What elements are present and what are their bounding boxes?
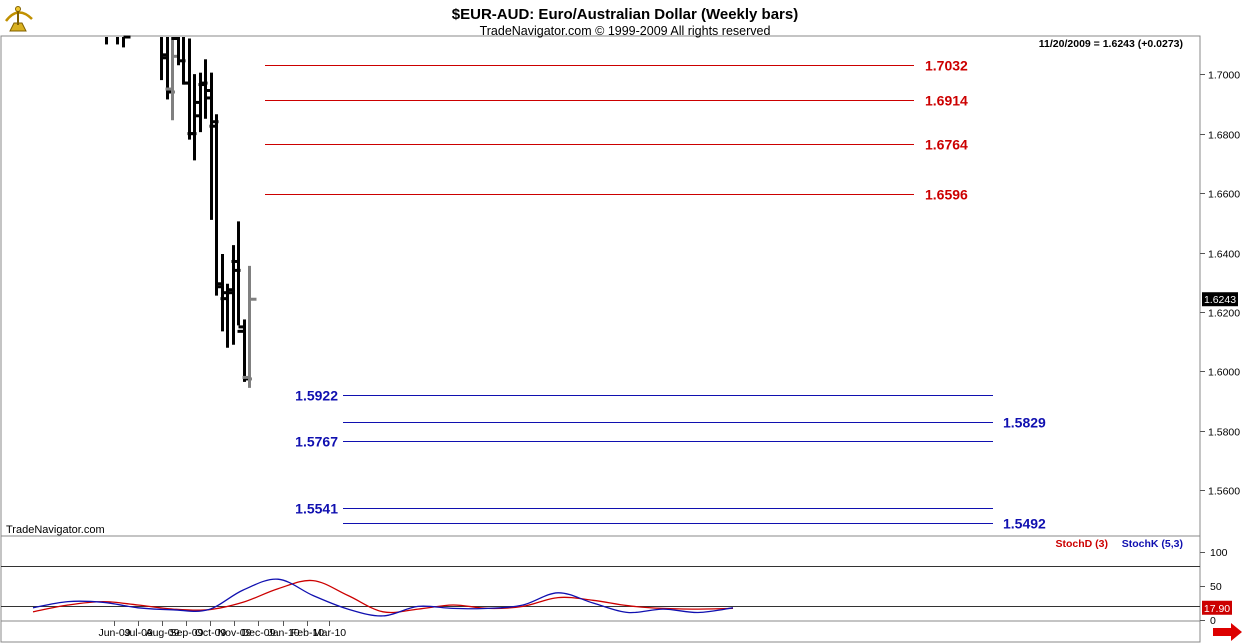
stoch-tick-label: 100 [1210,547,1228,559]
support-label: 1.5767 [295,434,338,450]
stochd-line [32,579,734,614]
price-panel-frame [0,35,1201,537]
support-label: 1.5492 [1003,516,1046,532]
x-tick-label: Oct-09 [195,627,227,639]
y-tick-label: 1.5600 [1208,486,1240,498]
level-lines: 1.7032 1.6914 1.6764 1.6596 1.5922 1.5829 1.57… [265,58,1046,532]
y-tick-label: 1.6600 [1208,189,1240,201]
quote-readout: 11/20/2009 = 1.6243 (+0.0273) [1039,38,1183,50]
stoch-tick-label: 50 [1210,581,1222,593]
x-tick-label: Jul-09 [124,627,153,639]
resistance-label: 1.7032 [925,58,968,74]
x-tick-label: Jan-10 [267,627,299,639]
price-bars [105,35,257,388]
x-tick-label: Mar-10 [313,627,346,639]
resistance-label: 1.6596 [925,187,968,203]
x-tick-label: Aug-09 [146,627,180,639]
resistance-label: 1.6914 [925,93,968,109]
chart-title: $EUR-AUD: Euro/Australian Dollar (Weekly… [452,6,798,23]
resistance-label: 1.6764 [925,137,968,153]
last-price-label: 1.6243 [1204,294,1236,306]
sextant-icon [5,6,33,32]
date-axis-frame [0,620,1201,643]
legend-stochk: StochK (5,3) [1122,538,1183,550]
stochk-line [32,578,734,617]
x-tick-label: Dec-09 [242,627,276,639]
x-tick-label: Feb-10 [291,627,324,639]
legend-stochd: StochD (3) [1056,538,1109,550]
price-bar [242,265,257,388]
stochastic-panel-frame [0,535,1201,622]
scroll-right-arrow-icon[interactable] [1213,623,1242,641]
support-label: 1.5829 [1003,415,1046,431]
y-tick-label: 1.6800 [1208,130,1240,142]
stoch-tick-label: 0 [1210,615,1216,627]
price-bar [122,35,131,48]
price-axis: 1.7000 1.6800 1.6600 1.6400 1.6200 1.6000 1.58… [1200,70,1240,498]
watermark: TradeNavigator.com [6,524,105,536]
x-tick-label: Sep-09 [170,627,204,639]
last-price-tag [1202,292,1238,307]
support-label: 1.5541 [295,501,338,517]
stoch-last-tag [1202,600,1232,615]
x-tick-label: Jun-09 [98,627,130,639]
support-label: 1.5922 [295,388,338,404]
stochastic-panel: 100 50 017.90 [1,547,1232,627]
stoch-last-label: 17.90 [1204,603,1230,615]
y-tick-label: 1.6200 [1208,308,1240,320]
y-tick-label: 1.6000 [1208,367,1240,379]
date-axis: Jun-09Jul-09Aug-09Sep-09Oct-09Nov-09Dec-… [98,621,346,639]
chart-subtitle: TradeNavigator.com © 1999-2009 All right… [480,24,771,38]
y-tick-label: 1.7000 [1208,70,1240,82]
y-tick-label: 1.6400 [1208,249,1240,261]
y-tick-label: 1.5800 [1208,427,1240,439]
x-tick-label: Nov-09 [218,627,252,639]
